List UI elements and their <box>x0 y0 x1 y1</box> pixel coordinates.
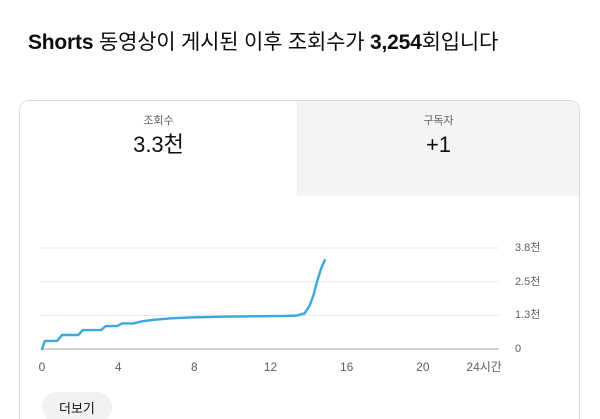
title-suffix-segment: 회입니다 <box>421 31 499 54</box>
y-tick-label: 3.8천 <box>515 242 541 254</box>
y-tick-label: 2.5천 <box>515 275 541 288</box>
x-tick-label: 16 <box>339 360 354 374</box>
views-tab-label: 조회수 <box>143 115 174 127</box>
x-tick-label: 20 <box>416 360 430 374</box>
metric-tabs: 조회수 3.3천 구독자 +1 <box>20 101 579 196</box>
views-series-line <box>40 258 326 351</box>
tab-views[interactable]: 조회수 3.3천 <box>20 101 297 196</box>
x-tick-label: 0 <box>38 360 46 374</box>
page-title: Shorts 동영상이 게시된 이후 조회수가 3,254회입니다 <box>28 29 498 56</box>
x-tick-label: 4 <box>114 360 122 374</box>
subscribers-tab-label: 구독자 <box>423 115 454 127</box>
analytics-card: 조회수 3.3천 구독자 +1 0 1.3천 2.5천 3.8천 0 4 8 12 16 20 24… <box>19 100 580 419</box>
x-tick-label: 12 <box>263 360 278 374</box>
views-tab-value: 3.3천 <box>133 132 184 157</box>
y-tick-label: 1.3천 <box>515 309 541 322</box>
see-more-button[interactable]: 더보기 <box>42 392 112 419</box>
y-tick-label: 0 <box>515 343 522 355</box>
title-text-segment: 동영상이 게시된 이후 조회수가 <box>93 31 371 54</box>
x-tick-label: 8 <box>190 360 198 374</box>
tab-subscribers[interactable]: 구독자 +1 <box>297 101 579 196</box>
subscribers-tab-value: +1 <box>425 132 452 157</box>
views-line-chart[interactable]: 0 1.3천 2.5천 3.8천 0 4 8 12 16 20 24시간 <box>20 196 579 391</box>
title-view-count: 3,254 <box>370 31 422 54</box>
title-shorts-segment: Shorts <box>28 31 94 54</box>
chart-canvas <box>40 247 499 351</box>
x-tick-label: 24시간 <box>466 360 502 374</box>
